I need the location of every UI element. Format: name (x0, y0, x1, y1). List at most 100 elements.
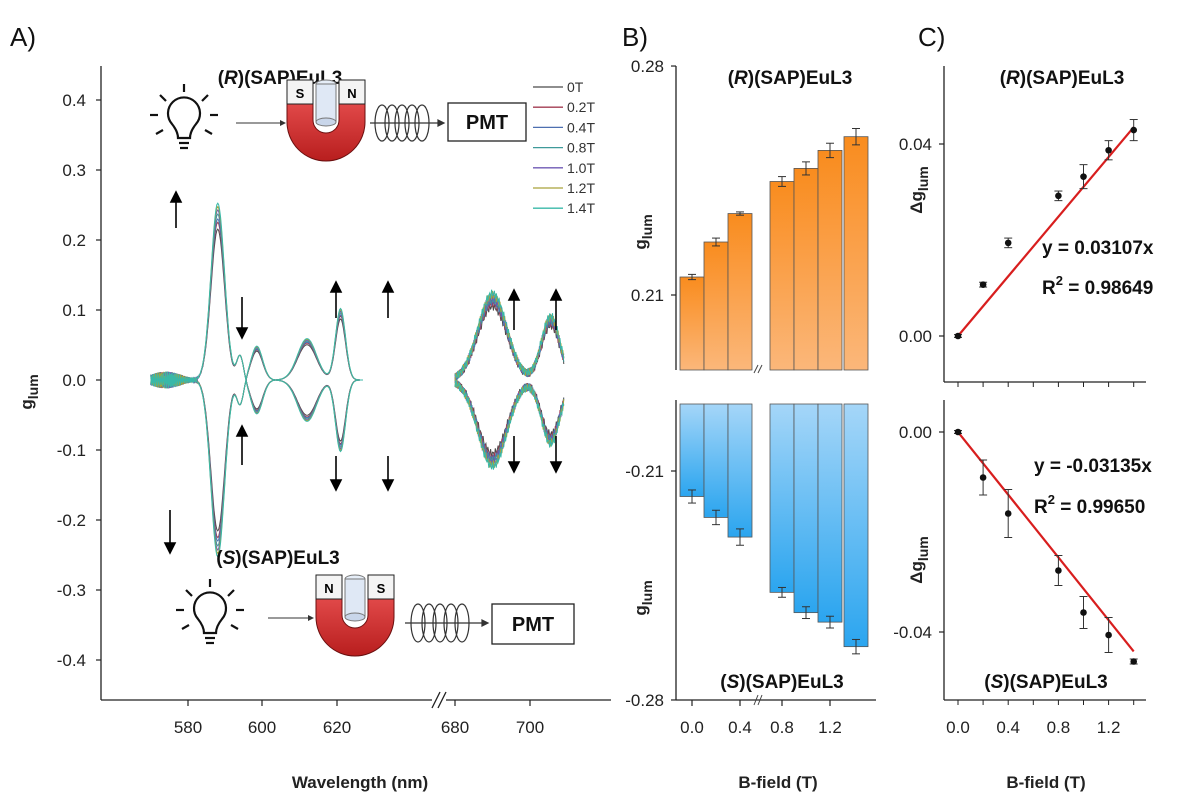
panel-c-top-series: 0.04 0.00 (899, 119, 1138, 387)
panel-a-x-ticks: 580 600 620 680 700 (174, 700, 544, 737)
bar-s-1.4 (843, 403, 869, 648)
panel-b-x-tick-label: 0.0 (680, 718, 704, 737)
data-point (954, 428, 962, 436)
data-point (979, 281, 987, 288)
panel-c-y-tick-label: 0.00 (899, 423, 932, 442)
panel-b-x-tick-label: 0.4 (728, 718, 752, 737)
pmt-box-r (447, 102, 527, 142)
panel-c-scatter: 0.04 0.00 0.00 -0.04 0.0 0.4 0.8 1.2 (R)(SAP)E… (893, 66, 1154, 792)
svg-text:N: N (324, 581, 333, 596)
bar-s-1.2 (817, 403, 843, 623)
panel-b-bottom-y-label: glum (631, 580, 655, 615)
panel-b-y-tick-label: -0.21 (625, 462, 664, 481)
panel-a-y-ticks: 0.4 0.3 0.2 0.1 0.0 -0.1 -0.2 -0.3 -0.4 (57, 91, 101, 670)
panel-c-top-title: (R)(SAP)EuL3 (1000, 68, 1125, 89)
arrow-to-magnet-icon (236, 120, 286, 126)
panel-b-y-tick-label: -0.28 (625, 691, 664, 710)
bar-r-0.8 (769, 181, 795, 371)
svg-text:S: S (377, 581, 386, 596)
bar-r-0.2 (703, 241, 729, 371)
data-point (954, 332, 962, 340)
magnet-icon: N S (315, 574, 395, 657)
panel-a-y-tick-label: -0.3 (57, 581, 86, 600)
panel-label-b: B) (622, 22, 648, 52)
arrow-to-magnet-icon (268, 615, 314, 621)
spectrum-line-1.2T (150, 346, 363, 555)
fit-r2-s: R2 = 0.99650 (1034, 492, 1145, 518)
fit-r2-r: R2 = 0.98649 (1042, 273, 1153, 299)
panel-a-y-tick-label: 0.1 (62, 301, 86, 320)
svg-text:S: S (296, 86, 305, 101)
panel-b-x-tick-label: 1.2 (818, 718, 842, 737)
panel-a-y-tick-label: 0.0 (62, 371, 86, 390)
bar-r-1.2 (817, 150, 843, 371)
data-point (1080, 173, 1087, 180)
circular-polarization-icon (370, 104, 446, 142)
bar-s-0.8 (769, 403, 795, 593)
panel-c-x-tick-label: 0.8 (1047, 718, 1071, 737)
spectrum-line-1.4T (454, 379, 565, 470)
bar-s-0.0 (679, 403, 705, 497)
panel-b-ticks: 0.28 0.21 -0.21 -0.28 0.0 0.4 0.8 1.2 (625, 57, 842, 737)
panel-a-y-tick-label: -0.1 (57, 441, 86, 460)
data-point (1055, 192, 1062, 200)
spectrum-line-1.4T (150, 345, 363, 558)
panel-c-bottom-series: 0.00 -0.04 0.0 0.4 0.8 1.2 (893, 423, 1138, 737)
circular-polarization-icon (405, 603, 490, 643)
fit-line (957, 126, 1135, 337)
panel-a-y-tick-label: 0.3 (62, 161, 86, 180)
legend-label: 0.4T (567, 119, 595, 135)
panel-a-y-tick-label: -0.4 (57, 651, 86, 670)
pmt-label-s: PMT (512, 614, 554, 636)
panel-c-x-label: B-field (T) (1006, 773, 1085, 792)
data-point (1004, 510, 1012, 517)
panel-c-y-tick-label: 0.04 (899, 135, 932, 154)
panel-label-a: A) (10, 22, 36, 52)
bar-s-1.0 (793, 403, 819, 614)
data-point (1105, 146, 1112, 154)
bar-r-0.0 (679, 276, 705, 371)
panel-b-bars: 0.28 0.21 -0.21 -0.28 0.0 0.4 0.8 1.2 (R)(SAP)E… (625, 57, 876, 792)
panel-b-x-tick-label: 0.8 (770, 718, 794, 737)
panel-a-x-tick-label: 580 (174, 718, 202, 737)
legend-label: 1.0T (567, 160, 595, 176)
axis-break-icon (431, 691, 447, 709)
bar-r-0.4 (727, 213, 753, 371)
panel-c-x-tick-label: 0.4 (996, 718, 1020, 737)
legend-label: 1.4T (567, 200, 595, 216)
bar-s-0.2 (703, 403, 729, 518)
panel-c-x-tick-label: 1.2 (1097, 718, 1121, 737)
legend-label: 0T (567, 79, 584, 95)
lightbulb-icon (150, 84, 218, 150)
panel-a-y-label: glum (17, 374, 41, 409)
magnet-icon: S N (286, 79, 366, 162)
panel-b-top-y-label: glum (631, 214, 655, 249)
panel-b-x-label: B-field (T) (738, 773, 817, 792)
bar-s-0.4 (727, 403, 753, 538)
panel-a-x-tick-label: 680 (441, 718, 469, 737)
fit-equation-s: y = -0.03135x (1034, 456, 1152, 477)
panel-a-legend: 0T 0.2T 0.4T 0.8T 1.0T 1.2T 1.4T (533, 79, 595, 216)
data-point (1004, 239, 1012, 247)
panel-c-top-y-label: Δglum (907, 166, 931, 214)
legend-label: 0.8T (567, 140, 595, 156)
fit-equation-r: y = 0.03107x (1042, 238, 1154, 259)
panel-c-bottom-title: (S)(SAP)EuL3 (984, 672, 1108, 693)
pmt-box-s (491, 603, 575, 645)
panel-b-top-title: (R)(SAP)EuL3 (728, 68, 853, 89)
bar-r-1.0 (793, 168, 819, 371)
panel-a-x-tick-label: 700 (516, 718, 544, 737)
panel-c-y-tick-label: 0.00 (899, 327, 932, 346)
schematic-s-title: (S)(SAP)EuL3 (216, 548, 340, 569)
panel-b-bottom-title: (S)(SAP)EuL3 (720, 672, 844, 693)
panel-b-y-tick-label: 0.28 (631, 57, 664, 76)
panel-c-bottom-y-label: Δglum (907, 536, 931, 584)
data-point (1055, 567, 1062, 574)
data-point (1080, 609, 1087, 616)
data-point (1130, 658, 1137, 665)
panel-c-y-tick-label: -0.04 (893, 623, 932, 642)
lightbulb-icon (176, 579, 244, 645)
panel-a-series (150, 202, 565, 558)
panel-a-x-tick-label: 600 (248, 718, 276, 737)
